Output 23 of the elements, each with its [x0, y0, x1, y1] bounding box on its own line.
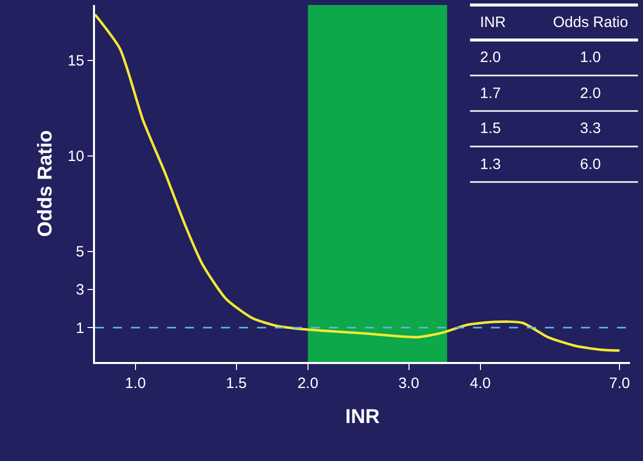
x-tick-label: 4.0 — [470, 374, 491, 392]
annotation: 2.0 — [480, 49, 501, 66]
x-tick-label: 1.0 — [125, 374, 146, 392]
annotation: 3.3 — [580, 120, 601, 137]
x-tick-label: 3.0 — [398, 374, 420, 392]
annotation: INR — [480, 14, 506, 31]
annotation: 1.5 — [480, 120, 501, 137]
annotation: 1.3 — [480, 156, 501, 173]
annotation: 1.7 — [480, 85, 501, 102]
annotation: Odds Ratio — [553, 14, 628, 31]
x-tick-label: 2.0 — [297, 374, 318, 392]
y-tick-label: 1 — [76, 320, 84, 337]
y-tick-label: 10 — [68, 148, 84, 166]
annotation: 2.0 — [580, 85, 601, 102]
x-tick-label: 7.0 — [609, 374, 630, 392]
annotation: 6.0 — [580, 156, 601, 173]
annotation: 1.0 — [580, 49, 601, 66]
y-tick-label: 5 — [76, 244, 84, 261]
x-axis-title: INR — [345, 406, 380, 428]
y-tick-label: 3 — [76, 282, 84, 299]
y-tick-label: 15 — [68, 52, 84, 70]
x-tick-label: 1.5 — [226, 374, 247, 392]
y-axis-title: Odds Ratio — [34, 130, 57, 237]
